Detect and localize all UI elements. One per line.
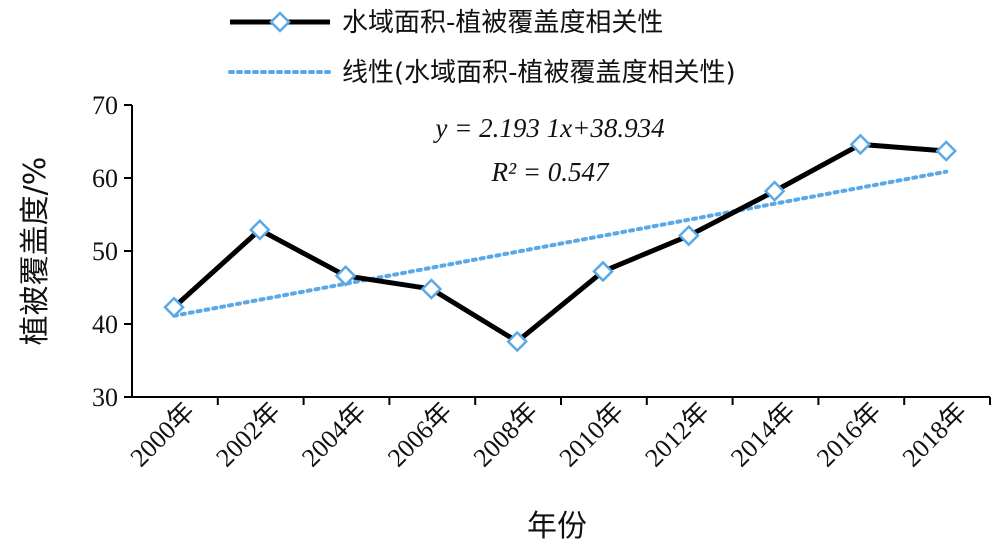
x-tick-label: 2004年 xyxy=(296,397,372,473)
trendline xyxy=(172,169,949,318)
legend: 水域面积-植被覆盖度相关性 线性(水域面积-植被覆盖度相关性) xyxy=(228,8,736,88)
equation-annotation: y = 2.193 1x+38.934 xyxy=(432,113,664,143)
x-tick-label: 2018年 xyxy=(897,397,973,473)
x-tick-label: 2006年 xyxy=(382,397,458,473)
series-line xyxy=(172,141,947,345)
data-point-marker xyxy=(506,330,528,353)
plot-area: 30 40 50 60 70 2000年 2002年 2004年 2006年 2008年 2010… xyxy=(92,91,991,473)
data-point-marker xyxy=(763,180,786,202)
legend-entry-series: 水域面积-植被覆盖度相关性 xyxy=(230,8,663,38)
x-tick-label: 2002年 xyxy=(210,397,286,473)
legend-label-series: 水域面积-植被覆盖度相关性 xyxy=(342,8,663,38)
r2-annotation: R² = 0.547 xyxy=(490,157,610,187)
x-tick-label: 2012年 xyxy=(639,397,715,473)
y-tick-label: 30 xyxy=(92,383,118,412)
y-ticks: 30 40 50 60 70 xyxy=(92,91,132,412)
data-point-marker xyxy=(420,278,443,300)
legend-entry-trendline: 线性(水域面积-植被覆盖度相关性) xyxy=(228,58,736,88)
data-point-marker xyxy=(334,265,357,287)
data-point-marker xyxy=(163,296,185,318)
legend-label-trendline: 线性(水域面积-植被覆盖度相关性) xyxy=(342,58,736,88)
data-point-marker xyxy=(678,224,700,247)
x-tick-label: 2014年 xyxy=(725,397,801,473)
data-point-marker xyxy=(935,140,957,162)
y-tick-label: 70 xyxy=(92,91,118,120)
data-point-marker xyxy=(592,260,614,283)
data-point-marker xyxy=(849,133,872,156)
y-tick-label: 50 xyxy=(92,237,118,266)
x-tick-label: 2016年 xyxy=(811,397,887,473)
x-tick-label: 2000年 xyxy=(125,397,201,473)
x-tick-label: 2008年 xyxy=(468,397,544,473)
x-ticks: 2000年 2002年 2004年 2006年 2008年 2010年 2012年 2014年… xyxy=(125,397,991,473)
trendline-layer xyxy=(172,169,949,318)
x-tick-label: 2010年 xyxy=(554,397,630,473)
data-point-marker xyxy=(249,219,271,241)
y-tick-label: 40 xyxy=(92,310,118,339)
y-tick-label: 60 xyxy=(92,164,118,193)
series-layer xyxy=(163,133,957,353)
y-axis-title: 植被覆盖度/% xyxy=(18,157,53,346)
x-axis-title: 年份 xyxy=(527,509,587,544)
legend-marker-diamond xyxy=(269,11,291,33)
